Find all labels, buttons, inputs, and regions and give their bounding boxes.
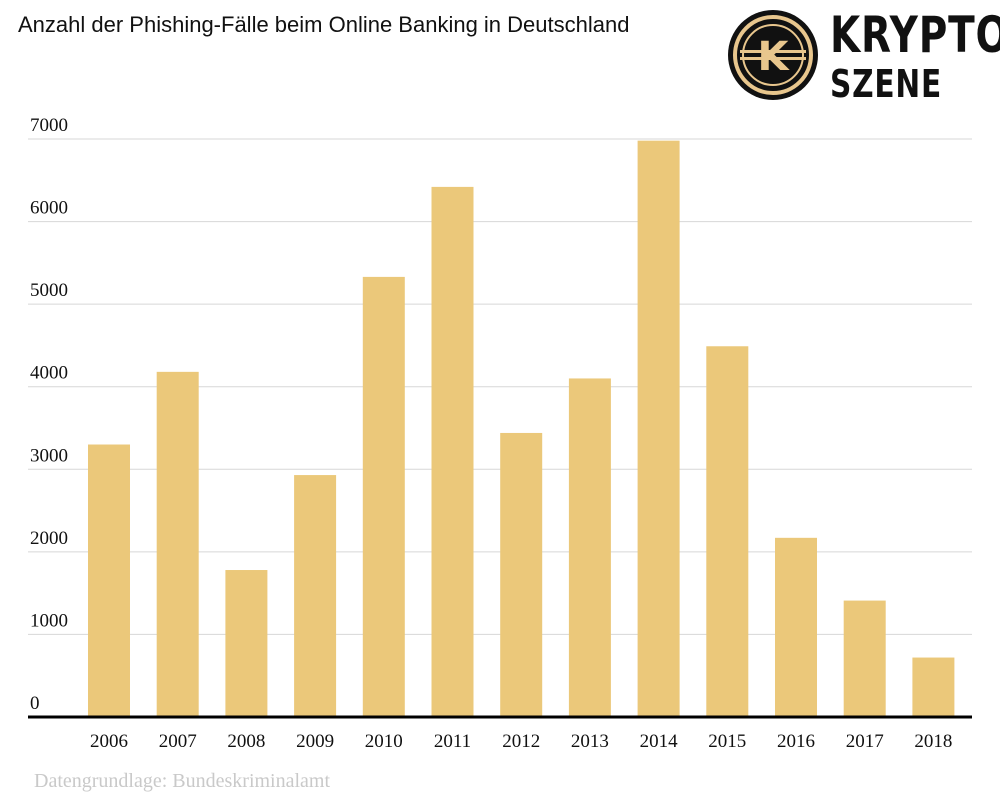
bars bbox=[88, 140, 955, 718]
bar-2009 bbox=[294, 475, 337, 717]
x-tick-label: 2013 bbox=[571, 731, 609, 752]
x-tick-label: 2006 bbox=[90, 731, 128, 752]
bar-2014 bbox=[637, 140, 680, 717]
y-tick-label: 4000 bbox=[30, 363, 68, 384]
bar-2017 bbox=[843, 600, 886, 717]
logo-emblem-icon: K bbox=[728, 10, 818, 100]
x-tick-label: 2015 bbox=[708, 731, 746, 752]
bar-2007 bbox=[156, 371, 199, 717]
x-tick-label: 2018 bbox=[914, 731, 952, 752]
bar-2018 bbox=[912, 657, 955, 717]
y-tick-label: 7000 bbox=[30, 115, 68, 136]
brand-logo: K KRYPTO SZENE bbox=[726, 6, 1000, 106]
bar-2016 bbox=[775, 537, 817, 717]
bar-2011 bbox=[431, 186, 474, 718]
bar-2013 bbox=[568, 378, 611, 717]
x-tick-label: 2008 bbox=[227, 731, 265, 752]
bar-2008 bbox=[225, 570, 268, 717]
bar-2012 bbox=[500, 432, 543, 717]
x-tick-label: 2007 bbox=[159, 731, 197, 752]
y-tick-label: 0 bbox=[30, 693, 40, 714]
source-note: Datengrundlage: Bundeskriminalamt bbox=[34, 770, 331, 792]
x-tick-label: 2010 bbox=[365, 731, 403, 752]
y-tick-label: 2000 bbox=[30, 528, 68, 549]
x-tick-label: 2012 bbox=[502, 731, 540, 752]
bar-2006 bbox=[88, 444, 130, 717]
x-axis-tick-labels: 2006 2007 2008 2009 2010 2011 2012 2013 2014 2015… bbox=[90, 731, 952, 752]
x-tick-label: 2009 bbox=[296, 731, 334, 752]
x-tick-label: 2011 bbox=[434, 731, 471, 752]
x-tick-label: 2014 bbox=[640, 731, 679, 752]
bar-2010 bbox=[362, 276, 405, 717]
chart-title: Anzahl der Phishing-Fälle beim Online Ba… bbox=[18, 12, 630, 37]
y-tick-label: 6000 bbox=[30, 198, 68, 219]
x-tick-label: 2017 bbox=[846, 731, 884, 752]
logo-emblem-letter: K bbox=[758, 34, 791, 80]
bar-2015 bbox=[706, 346, 749, 717]
logo-line-2: SZENE bbox=[830, 62, 943, 106]
y-tick-label: 1000 bbox=[30, 610, 68, 631]
x-tick-label: 2016 bbox=[777, 731, 815, 752]
logo-line-1: KRYPTO bbox=[830, 6, 1000, 64]
y-tick-label: 3000 bbox=[30, 445, 68, 466]
y-axis-tick-labels: 0 1000 2000 3000 4000 5000 6000 7000 bbox=[30, 115, 68, 714]
y-tick-label: 5000 bbox=[30, 280, 68, 301]
